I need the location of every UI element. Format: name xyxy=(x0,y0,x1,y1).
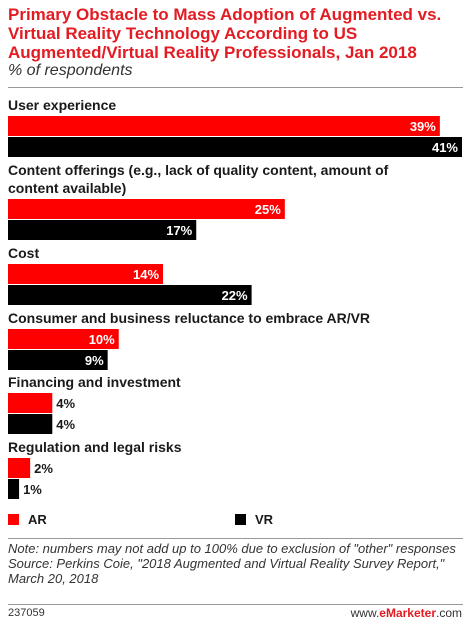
chart-title: Primary Obstacle to Mass Adoption of Aug… xyxy=(8,5,442,62)
brand-prefix: www. xyxy=(350,606,380,620)
category-label: Consumer and business reluctance to embr… xyxy=(8,310,370,326)
bar-chart: User experience 39% 41% Content offerings (… xyxy=(8,97,462,499)
category-label: Content offerings (e.g., lack of quality… xyxy=(8,162,389,196)
value-label-ar: 4% xyxy=(56,396,75,411)
bar-vr xyxy=(8,414,53,434)
notes-divider xyxy=(8,538,463,539)
bar-ar xyxy=(8,116,440,136)
note-text: Note: numbers may not add up to 100% due… xyxy=(8,541,456,556)
bar-ar xyxy=(8,393,53,413)
bar-vr xyxy=(8,137,462,157)
value-label-vr: 1% xyxy=(23,482,42,497)
value-label-vr: 22% xyxy=(222,288,248,303)
category-label: Regulation and legal risks xyxy=(8,439,182,455)
notes: Note: numbers may not add up to 100% due… xyxy=(8,541,463,586)
value-label-ar: 14% xyxy=(133,267,159,282)
bar-ar xyxy=(8,199,285,219)
bar-ar xyxy=(8,264,164,284)
legend-vr-swatch xyxy=(235,514,246,525)
legend-ar-label: AR xyxy=(28,512,47,527)
bar-ar xyxy=(8,458,31,478)
bar-vr xyxy=(8,220,197,240)
value-label-ar: 10% xyxy=(89,332,115,347)
brand-suffix: .com xyxy=(435,606,462,620)
top-divider xyxy=(8,87,463,88)
source-text: Source: Perkins Coie, "2018 Augmented an… xyxy=(8,556,445,586)
value-label-vr: 41% xyxy=(432,140,458,155)
legend-ar: AR xyxy=(8,512,47,527)
bar-vr xyxy=(8,479,20,499)
bar-vr xyxy=(8,285,252,305)
value-label-vr: 9% xyxy=(85,353,104,368)
category-label: Cost xyxy=(8,245,39,261)
chart-id: 237059 xyxy=(8,607,45,619)
value-label-vr: 4% xyxy=(56,417,75,432)
footer-divider xyxy=(8,604,463,605)
value-label-ar: 39% xyxy=(410,119,436,134)
value-label-vr: 17% xyxy=(166,223,192,238)
legend-vr-label: VR xyxy=(255,512,274,527)
brand-name: eMarketer xyxy=(379,606,436,620)
category-label: Financing and investment xyxy=(8,374,181,390)
category-label: User experience xyxy=(8,97,116,113)
legend-ar-swatch xyxy=(8,514,19,525)
legend-vr: VR xyxy=(235,512,273,527)
brand-link[interactable]: www.eMarketer.com xyxy=(351,606,462,620)
bar-ar xyxy=(8,329,119,349)
value-label-ar: 2% xyxy=(34,461,53,476)
chart-subtitle: % of respondents xyxy=(8,62,133,79)
value-label-ar: 25% xyxy=(255,202,281,217)
bar-vr xyxy=(8,350,108,370)
